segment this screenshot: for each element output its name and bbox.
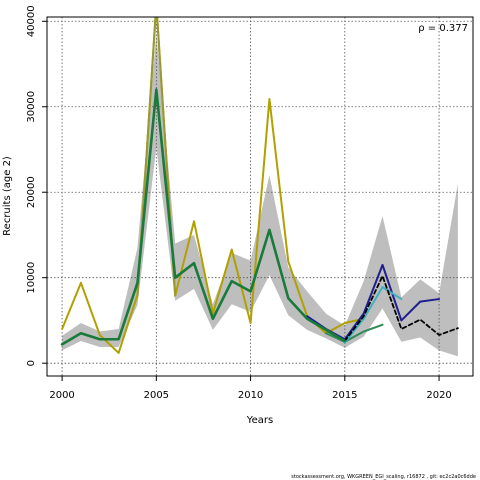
y-tick-label: 0 (26, 360, 37, 366)
x-axis-title: Years (246, 415, 273, 426)
x-tick-label: 2020 (426, 390, 451, 401)
grid-layer (47, 17, 473, 376)
x-tick-label: 2010 (238, 390, 263, 401)
y-axis-title: Recruits (age 2) (2, 156, 13, 236)
x-tick-label: 2015 (332, 390, 357, 401)
x-axis: 2000 2005 2010 2015 2020 (49, 375, 452, 401)
rho-annotation: ρ = 0.377 (418, 23, 468, 34)
x-tick-label: 2000 (49, 390, 74, 401)
footer-credit: stockassessment.org, WKGREEN_EGI_scaling… (291, 474, 476, 480)
series-line-2 (136, 17, 177, 297)
y-axis: 0 10000 20000 30000 40000 (26, 5, 48, 366)
series-layer (60, 17, 459, 354)
series-line-4 (324, 323, 384, 343)
confidence-band-layer (62, 34, 458, 357)
confidence-band (62, 34, 458, 357)
series-line-7 (60, 88, 347, 346)
y-tick-label: 20000 (26, 176, 37, 208)
series-line-5 (343, 286, 403, 344)
x-tick-label: 2005 (144, 390, 169, 401)
series-line-6 (343, 275, 459, 342)
y-tick-label: 30000 (26, 91, 37, 123)
y-tick-label: 40000 (26, 5, 37, 37)
series-line-1 (61, 17, 365, 354)
y-tick-label: 10000 (26, 262, 37, 294)
